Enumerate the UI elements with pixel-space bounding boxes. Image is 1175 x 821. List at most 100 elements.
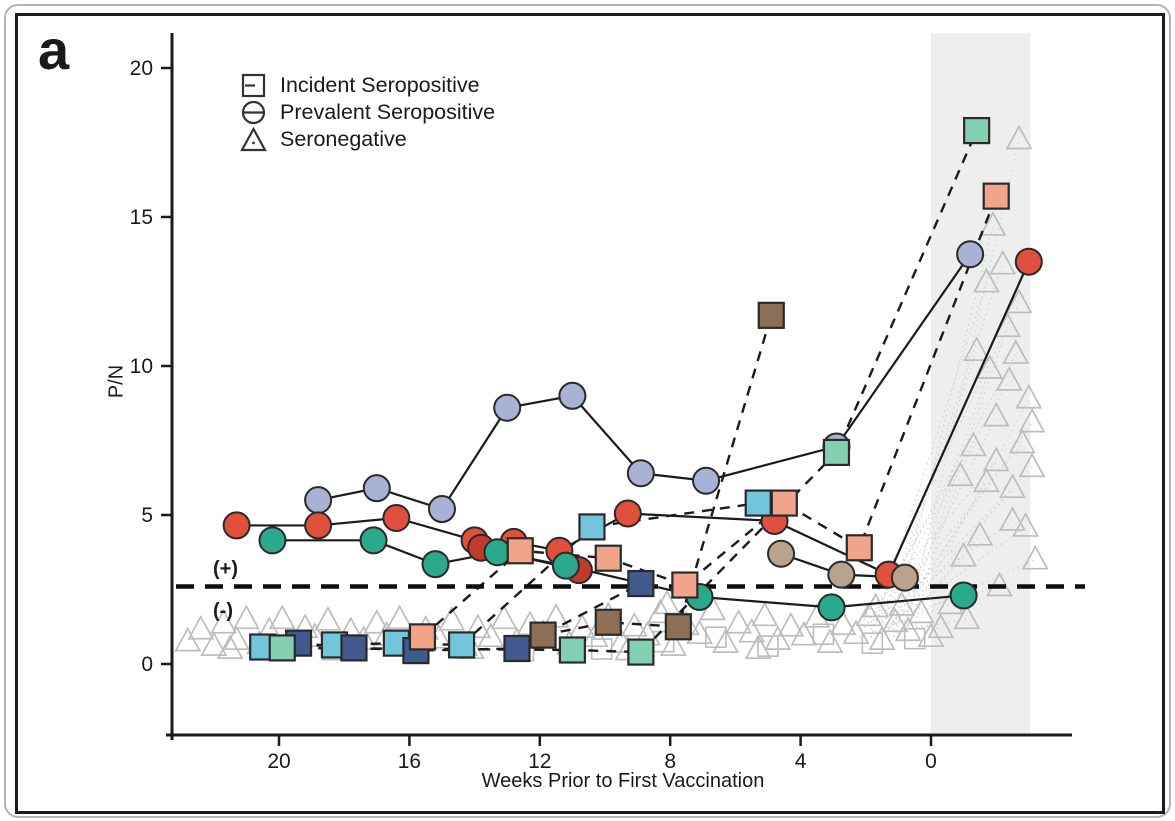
y-tick-label: 15 (130, 206, 153, 229)
seronegative-point (187, 614, 215, 640)
seronegative-square-point (861, 632, 884, 654)
x-axis-title: Weeks Prior to First Vaccination (481, 770, 765, 792)
seronegative-rise-line (870, 446, 974, 631)
seronegative-point (174, 626, 202, 652)
seronegative-point (751, 601, 779, 627)
seronegative-post-point (1015, 384, 1043, 409)
post-vaccination-band (931, 33, 1031, 733)
data-point-prevalent-purple (362, 474, 391, 503)
data-point-prevalent-tan (767, 539, 796, 568)
data-point-prevalent-purple (558, 381, 587, 410)
data-point-incident-green (822, 438, 851, 467)
figure-outer-border (4, 4, 1171, 818)
legend-label-incident: Incident Seropositive (280, 73, 480, 97)
seronegative-post-point (1018, 407, 1046, 433)
data-point-prevalent-green (817, 593, 846, 622)
cutoff-negative-label: (-) (213, 600, 233, 622)
data-point-incident-green (627, 638, 655, 666)
data-point-incident-brown (529, 621, 557, 649)
x-tick-label: 12 (528, 750, 551, 773)
data-point-prevalent-green (359, 526, 388, 555)
seronegative-post-point (999, 473, 1026, 499)
seronegative-post-point (953, 604, 981, 630)
seronegative-post-point (1018, 452, 1046, 478)
seronegative-point (881, 607, 909, 633)
seronegative-point (744, 634, 772, 659)
seronegative-post-point (950, 541, 978, 567)
seronegative-point (490, 604, 518, 630)
seronegative-post-point (946, 461, 974, 487)
seronegative-post-point (972, 467, 1000, 493)
seronegative-point (477, 622, 505, 648)
seronegative-point (725, 608, 753, 634)
seronegative-post-point (994, 312, 1022, 338)
seronegative-point (790, 620, 818, 646)
data-point-prevalent-tan (827, 560, 856, 589)
cutoff-positive-label: (+) (213, 558, 238, 580)
seronegative-rise-line (881, 264, 1004, 623)
seronegative-point (200, 631, 228, 656)
seronegative-point (829, 610, 857, 636)
data-point-incident-green (558, 636, 587, 664)
series-line-prevalent-red (236, 261, 1030, 577)
seronegative-post-point (989, 249, 1017, 275)
data-point-incident-navy (627, 569, 655, 598)
data-point-incident-cyan (744, 489, 772, 517)
y-axis-title: P/N (105, 364, 128, 399)
circle-marker-icon (241, 100, 266, 125)
seronegative-square-point (812, 623, 835, 646)
data-point-incident-salmon (770, 489, 798, 517)
seronegative-point (438, 606, 466, 631)
seronegative-point (738, 617, 766, 643)
seronegative-square-point (705, 626, 727, 648)
seronegative-post-point (972, 267, 1000, 293)
seronegative-point (210, 608, 238, 634)
seronegative-point (363, 608, 391, 634)
seronegative-square-point (757, 635, 779, 657)
y-tick-label: 20 (130, 57, 153, 80)
seronegative-rise-line (892, 368, 991, 638)
x-tick-label: 20 (267, 750, 290, 773)
y-tick-label: 0 (141, 653, 153, 676)
seronegative-rise-line (892, 225, 994, 630)
legend-item-seronegative: Seronegative (238, 126, 495, 153)
data-point-prevalent-green (483, 538, 512, 567)
seronegative-post-point (999, 506, 1026, 531)
seronegative-square-point (590, 638, 613, 660)
x-tick-label: 8 (664, 750, 676, 773)
seronegative-post-point (976, 354, 1004, 379)
seronegative-point (842, 619, 870, 645)
seronegative-rise-line (858, 520, 1013, 631)
seronegative-point (888, 591, 916, 616)
data-point-incident-navy (503, 634, 531, 663)
data-point-incident-navy (340, 634, 368, 662)
seronegative-point (777, 611, 805, 637)
seronegative-point (646, 598, 674, 624)
data-point-prevalent-red (1014, 247, 1043, 276)
data-point-prevalent-red (304, 511, 333, 540)
data-point-prevalent-purple (956, 240, 985, 269)
triangle-marker-icon (240, 126, 267, 152)
data-point-prevalent-purple (493, 393, 522, 422)
data-point-incident-green (963, 116, 991, 145)
data-point-prevalent-purple (304, 486, 333, 515)
data-point-prevalent-green (258, 526, 287, 555)
data-point-incident-brown (664, 613, 692, 641)
seronegative-post-point (982, 401, 1010, 427)
seronegative-point (386, 604, 414, 630)
data-point-incident-brown (594, 608, 622, 636)
seronegative-rise-line (881, 487, 1013, 623)
seronegative-point (712, 628, 740, 653)
data-point-incident-salmon (982, 182, 1010, 210)
seronegative-post-point (1012, 512, 1039, 537)
legend-item-incident: Incident Seropositive (238, 72, 495, 99)
seronegative-post-point (979, 211, 1007, 236)
data-point-prevalent-green (551, 551, 580, 580)
panel-label: a (38, 18, 70, 81)
seronegative-point (907, 598, 935, 624)
seronegative-point (816, 628, 844, 653)
legend: Incident Seropositive Prevalent Seroposi… (238, 72, 495, 153)
seronegative-post-point (1002, 339, 1030, 364)
